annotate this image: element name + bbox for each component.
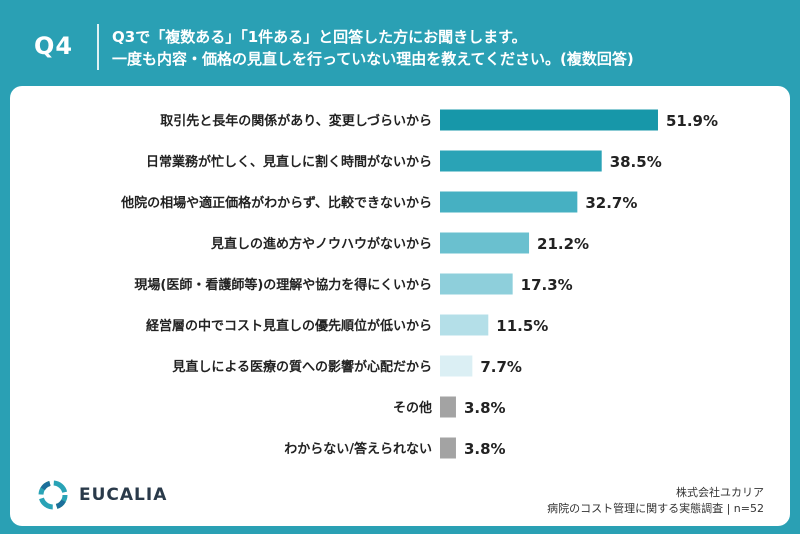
survey-info: 病院のコスト管理に関する実態調査 | n=52 bbox=[547, 502, 764, 515]
value-label: 21.2% bbox=[537, 235, 589, 253]
header-banner: Q4 Q3で「複数ある」「1件ある」と回答した方にお聞きします。 一度も内容・価… bbox=[0, 0, 800, 86]
bar bbox=[440, 191, 578, 213]
bar bbox=[440, 150, 602, 172]
bar bbox=[440, 273, 513, 295]
question-title: Q3で「複数ある」「1件ある」と回答した方にお聞きします。 一度も内容・価格の見… bbox=[112, 26, 634, 70]
question-title-line2: 一度も内容・価格の見直しを行っていない理由を教えてください。(複数回答) bbox=[112, 50, 634, 68]
company-name: 株式会社ユカリア bbox=[676, 486, 764, 499]
category-label: その他 bbox=[393, 400, 432, 416]
category-label: 取引先と長年の関係があり、変更しづらいから bbox=[160, 113, 432, 129]
value-label: 38.5% bbox=[610, 153, 662, 171]
bar bbox=[440, 109, 658, 131]
value-label: 32.7% bbox=[585, 194, 637, 212]
bar bbox=[440, 437, 456, 459]
category-label: 見直しによる医療の質への影響が心配だから bbox=[171, 359, 432, 375]
category-label: 現場(医師・看護師等)の理解や協力を得にくいから bbox=[134, 277, 432, 293]
bar-chart: 取引先と長年の関係があり、変更しづらいから 51.9% 日常業務が忙しく、見直しに割… bbox=[120, 109, 718, 459]
eucalia-logo-icon bbox=[38, 480, 68, 510]
bar bbox=[440, 232, 530, 254]
category-label: 経営層の中でコスト見直しの優先順位が低いから bbox=[146, 318, 432, 334]
chart-card: 取引先と長年の関係があり、変更しづらいから 51.9% 日常業務が忙しく、見直しに割… bbox=[10, 86, 790, 526]
question-title-line1: Q3で「複数ある」「1件ある」と回答した方にお聞きします。 bbox=[112, 28, 527, 46]
category-label: わからない/答えられない bbox=[284, 441, 432, 457]
bar bbox=[440, 355, 473, 377]
source-note: 株式会社ユカリア 病院のコスト管理に関する実態調査 | n=52 bbox=[547, 485, 764, 517]
value-label: 3.8% bbox=[464, 399, 506, 417]
question-number: Q4 bbox=[34, 32, 74, 60]
value-label: 3.8% bbox=[464, 440, 506, 458]
category-label: 日常業務が忙しく、見直しに割く時間がないから bbox=[146, 154, 432, 170]
brand-name: EUCALIA bbox=[79, 485, 168, 505]
bar bbox=[440, 396, 456, 418]
category-label: 他院の相場や適正価格がわからず、比較できないから bbox=[120, 195, 432, 211]
value-label: 7.7% bbox=[480, 358, 522, 376]
category-label: 見直しの進め方やノウハウがないから bbox=[210, 236, 432, 252]
value-label: 11.5% bbox=[496, 317, 548, 335]
value-label: 51.9% bbox=[666, 112, 718, 130]
brand: EUCALIA bbox=[36, 478, 167, 512]
bar bbox=[440, 314, 489, 336]
value-label: 17.3% bbox=[521, 276, 573, 294]
header-divider bbox=[97, 24, 99, 70]
